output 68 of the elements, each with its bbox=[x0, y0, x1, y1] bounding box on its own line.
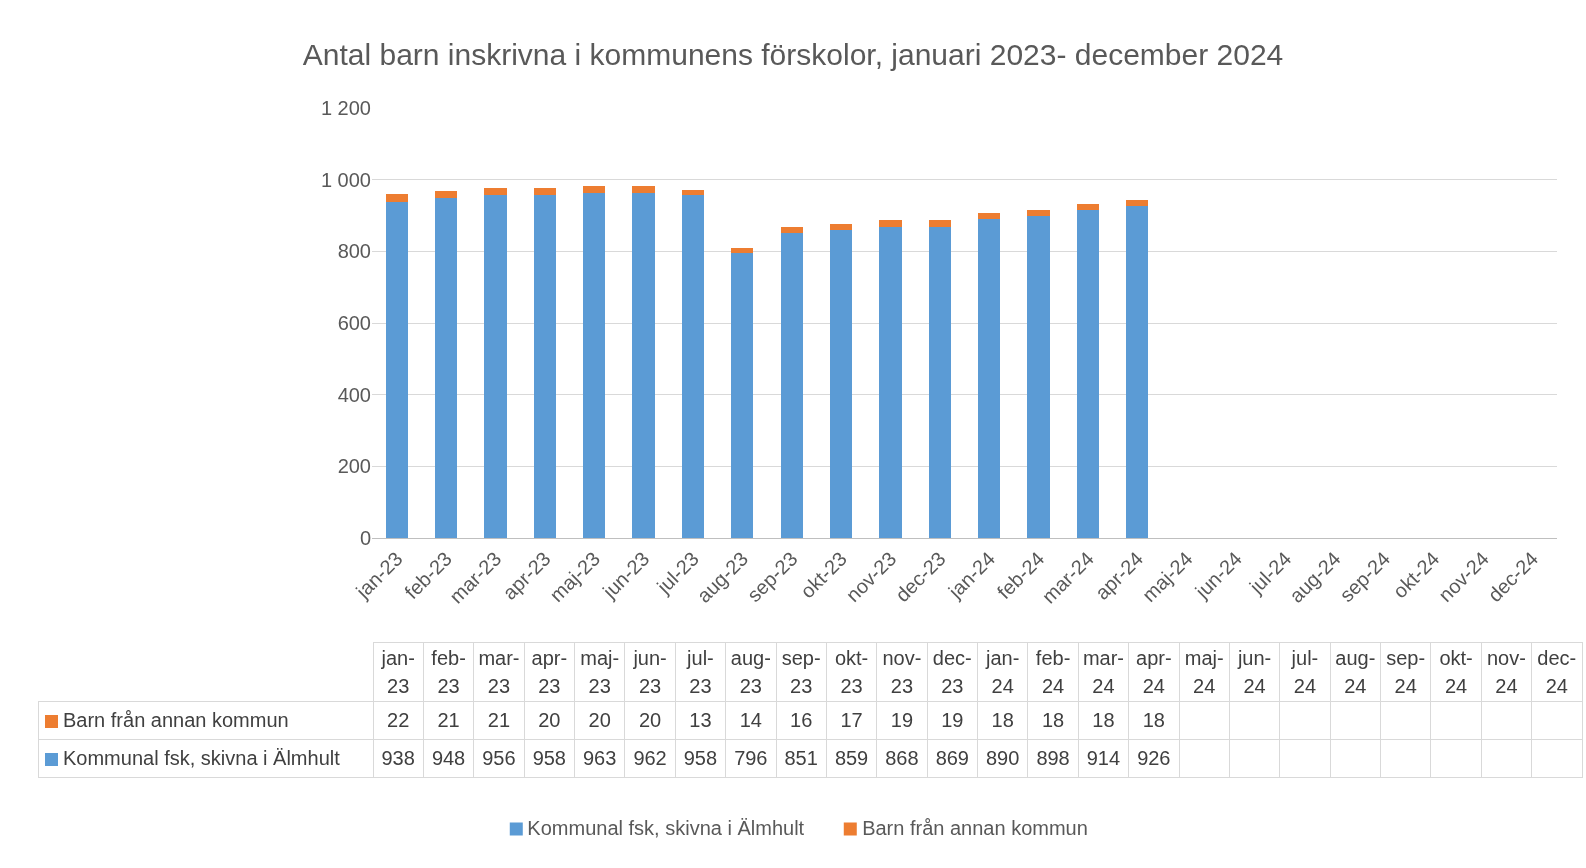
category-label: aug-24 bbox=[1335, 647, 1376, 697]
data-label: 914 bbox=[1078, 739, 1129, 778]
category-label: jun-23 bbox=[633, 647, 667, 697]
data-label: 958 bbox=[675, 739, 726, 778]
y-tick-label: 600 bbox=[337, 312, 371, 334]
data-label: 22 bbox=[373, 701, 424, 740]
category-label: jan-24 bbox=[986, 647, 1020, 697]
data-label: 18 bbox=[1078, 701, 1129, 740]
category-label: jul-24 bbox=[1291, 647, 1319, 697]
data-label: 859 bbox=[826, 739, 877, 778]
category-label: feb-24 bbox=[1035, 647, 1071, 697]
data-label: 851 bbox=[776, 739, 827, 778]
category-label: nov-24 bbox=[1486, 647, 1526, 697]
y-tick-label: 400 bbox=[337, 383, 371, 406]
data-label: 963 bbox=[574, 739, 625, 778]
category-label: okt-24 bbox=[1439, 647, 1473, 697]
text: Kommunal fsk, skivna i Älmhult bbox=[527, 816, 805, 839]
category-label: mar-24 bbox=[1082, 647, 1124, 697]
data-label: 926 bbox=[1128, 739, 1179, 778]
data-label: 962 bbox=[624, 739, 676, 778]
data-label: 938 bbox=[373, 739, 424, 778]
data-label: 958 bbox=[524, 739, 575, 778]
category-label: dec-24 bbox=[1537, 647, 1577, 697]
category-label: sep-23 bbox=[781, 647, 821, 697]
data-label: 948 bbox=[423, 739, 474, 778]
data-label: 19 bbox=[876, 701, 928, 740]
y-tick-label: 1 000 bbox=[320, 168, 371, 191]
category-label: jul-23 bbox=[687, 647, 714, 697]
legend-label: Barn från annan kommun bbox=[63, 709, 289, 731]
data-label: 19 bbox=[927, 701, 978, 740]
data-label: 21 bbox=[423, 701, 474, 740]
category-label: apr-24 bbox=[1136, 647, 1172, 697]
data-label: 17 bbox=[826, 701, 877, 740]
data-label: 16 bbox=[776, 701, 827, 740]
data-label: 21 bbox=[473, 701, 525, 740]
data-label: 796 bbox=[725, 739, 776, 778]
data-label: 956 bbox=[473, 739, 525, 778]
data-label: 898 bbox=[1027, 739, 1079, 778]
category-label: jun-24 bbox=[1237, 647, 1272, 697]
data-label: 14 bbox=[725, 701, 776, 740]
data-label: 20 bbox=[624, 701, 676, 740]
legend-label: Kommunal fsk, skivna i Älmhult bbox=[63, 747, 340, 769]
category-label: aug-23 bbox=[730, 647, 771, 697]
y-tick-label: 200 bbox=[337, 455, 371, 478]
data-label: 18 bbox=[1128, 701, 1179, 740]
category-label: jan-23 bbox=[381, 647, 415, 697]
y-tick-label: 1 200 bbox=[320, 97, 371, 119]
data-label: 20 bbox=[524, 701, 575, 740]
data-label: 18 bbox=[1027, 701, 1079, 740]
category-label: okt-23 bbox=[834, 647, 869, 697]
category-label: mar-23 bbox=[478, 647, 520, 697]
category-label: dec-23 bbox=[932, 647, 972, 697]
category-label: sep-24 bbox=[1386, 647, 1426, 697]
data-label: 868 bbox=[876, 739, 928, 778]
category-label: apr-23 bbox=[531, 647, 568, 697]
category-label: nov-23 bbox=[882, 647, 922, 697]
text: Barn från annan kommun bbox=[862, 816, 1088, 839]
category-label: maj-23 bbox=[580, 647, 620, 697]
y-tick-label: 800 bbox=[337, 240, 371, 263]
data-label: 890 bbox=[977, 739, 1028, 778]
category-label: feb-23 bbox=[431, 647, 466, 697]
data-label: 18 bbox=[977, 701, 1028, 740]
data-label: 20 bbox=[574, 701, 625, 740]
data-label: 869 bbox=[927, 739, 978, 778]
category-label: maj-24 bbox=[1184, 647, 1224, 697]
y-tick-label: 0 bbox=[359, 527, 371, 549]
data-label: 13 bbox=[675, 701, 726, 740]
chart-title: Antal barn inskrivna i kommunens förskolor, januari 2023- december 2024 bbox=[302, 37, 1284, 71]
